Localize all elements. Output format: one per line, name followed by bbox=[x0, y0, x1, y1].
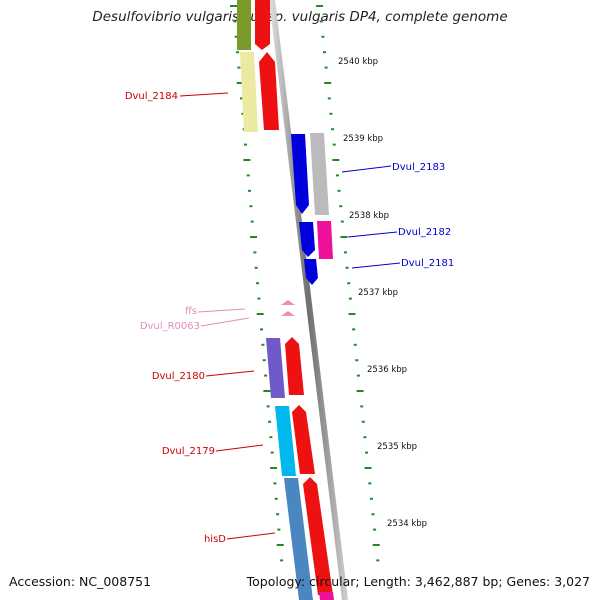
rna-ffs[interactable] bbox=[281, 300, 295, 305]
scale-label-2535: 2535 kbp bbox=[377, 442, 417, 452]
leader-line-hisd bbox=[226, 532, 276, 540]
cds-hisd[interactable] bbox=[284, 478, 313, 600]
leader-line-dvul-2180 bbox=[205, 370, 255, 377]
cds-dvul-2180[interactable] bbox=[266, 338, 285, 398]
rna-dvul-r0063[interactable] bbox=[281, 311, 295, 316]
gene-label-dvul-2183[interactable]: Dvul_2183 bbox=[392, 162, 445, 173]
cds-dvul-2183-gray[interactable] bbox=[310, 133, 329, 215]
scale-label-2539: 2539 kbp bbox=[343, 134, 383, 144]
gene-label-ffs[interactable]: ffs bbox=[185, 306, 197, 317]
cds-red-2179-adjacent[interactable] bbox=[292, 405, 315, 474]
scale-label-2537: 2537 kbp bbox=[358, 288, 398, 298]
gene-label-hisd[interactable]: hisD bbox=[204, 534, 226, 545]
leader-line-dvul-r0063 bbox=[200, 317, 250, 327]
cds-dvul-2181[interactable] bbox=[304, 259, 318, 285]
cds-dvul-2182-pink[interactable] bbox=[317, 221, 333, 259]
leader-line-dvul-2179 bbox=[215, 444, 264, 452]
gene-label-dvul-2182[interactable]: Dvul_2182 bbox=[398, 227, 451, 238]
gene-label-dvul-2181[interactable]: Dvul_2181 bbox=[401, 258, 454, 269]
cds-red-2184-adjacent[interactable] bbox=[259, 52, 279, 130]
gene-label-dvul-2184[interactable]: Dvul_2184 bbox=[125, 91, 178, 102]
cds-red-hisd-adjacent[interactable] bbox=[303, 477, 333, 595]
leader-line-dvul-2184 bbox=[179, 92, 229, 97]
cds-dvul-2184[interactable] bbox=[240, 52, 258, 132]
cds-partial-olive[interactable] bbox=[237, 0, 251, 50]
scale-label-2534: 2534 kbp bbox=[387, 519, 427, 529]
cds-dvul-2182-arrow[interactable] bbox=[299, 222, 315, 257]
cds-dvul-2183-arrow[interactable] bbox=[291, 134, 309, 214]
genome-backbone bbox=[269, 0, 348, 600]
scale-label-2536: 2536 kbp bbox=[367, 365, 407, 375]
gene-label-dvul-r0063[interactable]: Dvul_R0063 bbox=[140, 321, 200, 332]
leader-line-dvul-2181 bbox=[351, 262, 401, 269]
cds-red-2180-adjacent[interactable] bbox=[285, 337, 304, 395]
topology-text: Topology: circular; Length: 3,462,887 bp… bbox=[246, 574, 590, 589]
scale-ticks bbox=[230, 5, 380, 562]
cds-partial-red-top[interactable] bbox=[255, 0, 270, 50]
accession-text: Accession: NC_008751 bbox=[9, 574, 152, 589]
leader-line-dvul-2183 bbox=[341, 165, 392, 173]
cds-dvul-2179[interactable] bbox=[275, 406, 296, 476]
scale-label-2540: 2540 kbp bbox=[338, 57, 378, 67]
map-title: Desulfovibrio vulgaris subsp. vulgaris D… bbox=[92, 9, 508, 25]
gene-label-dvul-2179[interactable]: Dvul_2179 bbox=[162, 446, 215, 457]
gene-label-dvul-2180[interactable]: Dvul_2180 bbox=[152, 371, 205, 382]
leader-line-ffs bbox=[197, 308, 246, 313]
cds-partial-pink-bottom[interactable] bbox=[319, 592, 334, 600]
leader-line-dvul-2182 bbox=[347, 231, 398, 238]
scale-label-2538: 2538 kbp bbox=[349, 211, 389, 221]
